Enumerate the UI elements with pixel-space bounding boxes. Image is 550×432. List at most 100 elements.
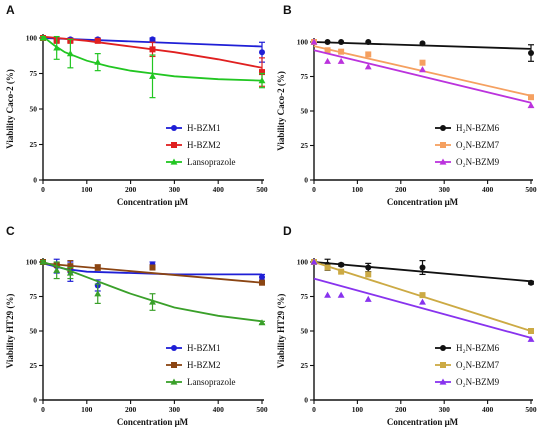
x-tick-label: 100 — [81, 185, 93, 194]
legend-label: H-BZM1 — [187, 123, 221, 133]
data-point — [528, 279, 534, 286]
legend-entry: O₂N-BZM9 — [435, 157, 500, 167]
y-tick-label: 50 — [30, 327, 38, 336]
x-tick-label: 300 — [169, 185, 181, 194]
y-tick-label: 100 — [297, 38, 309, 47]
legend-entry: H-BZM2 — [166, 360, 221, 370]
y-tick-label: 0 — [33, 396, 37, 405]
data-point — [149, 298, 156, 305]
legend-marker — [439, 378, 447, 385]
series-0 — [40, 258, 265, 292]
data-point — [53, 266, 61, 273]
data-point — [310, 258, 318, 265]
y-tick-label: 0 — [304, 176, 308, 185]
x-tick-label: 200 — [125, 185, 137, 194]
data-point — [39, 34, 47, 41]
legend-marker — [171, 345, 177, 351]
data-point — [419, 66, 426, 73]
x-tick-label: 100 — [81, 405, 93, 414]
data-point — [419, 59, 426, 66]
panel-a: A 0 25 50 75 100 0 100 200 300 400 500 Concentration… — [5, 3, 268, 207]
y-axis-title: Viability HT29 (%) — [276, 294, 286, 369]
x-tick-label: 0 — [312, 185, 316, 194]
panel-c: C 0 25 50 75 100 0 100 200 300 400 500 Concentration… — [5, 224, 268, 427]
legend-label: H-BZM2 — [187, 360, 221, 370]
y-tick-label: 25 — [301, 361, 309, 370]
data-point — [94, 58, 102, 65]
data-point — [94, 290, 102, 297]
y-axis-title: Viability Caco-2 (%) — [276, 71, 286, 151]
x-tick-label: 100 — [352, 405, 364, 414]
x-tick-label: 300 — [439, 405, 451, 414]
data-point — [364, 295, 372, 302]
legend-label: H-BZM1 — [187, 343, 221, 353]
x-axis-title: Concentration μM — [117, 197, 189, 207]
series-2 — [310, 38, 535, 109]
y-tick-label: 25 — [301, 141, 309, 150]
data-point — [324, 47, 331, 54]
data-point — [528, 50, 534, 57]
y-tick-label: 25 — [30, 361, 38, 370]
fit-line — [313, 277, 532, 339]
legend-label: O₂N-BZM9 — [456, 157, 500, 167]
x-tick-label: 0 — [41, 185, 45, 194]
legend-marker — [171, 142, 177, 148]
x-tick-label: 100 — [352, 185, 364, 194]
legend-marker — [171, 125, 177, 131]
data-point — [149, 46, 156, 53]
panel-letter: C — [6, 224, 15, 238]
legend-label: O₂N-BZM7 — [456, 360, 500, 370]
legend-entry: Lansoprazole — [166, 157, 235, 167]
y-axis-title: Viability HT29 (%) — [5, 294, 15, 369]
legend-entry: O₂N-BZM7 — [435, 360, 500, 370]
x-tick-label: 0 — [41, 405, 45, 414]
x-axis-title: Concentration μM — [117, 417, 189, 427]
x-tick-label: 500 — [525, 185, 537, 194]
data-point — [53, 44, 61, 51]
data-point — [259, 69, 265, 76]
y-tick-label: 75 — [30, 292, 38, 301]
data-point — [324, 291, 332, 298]
legend-label: O₂N-BZM9 — [456, 377, 500, 387]
data-point — [324, 57, 332, 64]
legend-label: H₂N-BZM6 — [456, 343, 500, 353]
data-point — [419, 264, 426, 271]
panel-letter: A — [6, 3, 15, 17]
series-0 — [311, 258, 534, 286]
x-tick-label: 300 — [169, 405, 181, 414]
series-2 — [39, 34, 266, 99]
data-point — [149, 36, 156, 43]
legend-marker — [440, 142, 446, 148]
x-tick-label: 500 — [256, 185, 268, 194]
data-point — [67, 263, 74, 270]
data-point — [149, 72, 156, 79]
axes — [313, 38, 533, 181]
data-point — [259, 279, 265, 286]
x-axis-title: Concentration μM — [387, 417, 459, 427]
y-tick-label: 100 — [26, 258, 38, 267]
x-tick-label: 0 — [312, 405, 316, 414]
legend-marker — [440, 345, 446, 351]
legend-entry: H-BZM1 — [166, 123, 221, 133]
x-tick-label: 500 — [525, 405, 537, 414]
legend-marker — [440, 125, 446, 131]
data-point — [528, 94, 534, 101]
legend-label: O₂N-BZM7 — [456, 140, 500, 150]
legend-entry: H-BZM2 — [166, 140, 221, 150]
data-point — [337, 291, 345, 298]
data-point — [94, 37, 101, 44]
y-tick-label: 100 — [297, 258, 309, 267]
x-tick-label: 400 — [213, 405, 225, 414]
y-tick-label: 75 — [301, 292, 309, 301]
y-tick-label: 75 — [30, 69, 38, 78]
x-tick-label: 400 — [482, 405, 494, 414]
legend-entry: H-BZM1 — [166, 343, 221, 353]
data-point — [338, 261, 345, 268]
data-point — [94, 264, 101, 271]
data-point — [365, 39, 372, 45]
legend-entry: O₂N-BZM9 — [435, 377, 500, 387]
legend-marker — [170, 378, 178, 385]
data-point — [149, 264, 156, 271]
data-point — [39, 258, 47, 265]
legend-label: H-BZM2 — [187, 140, 221, 150]
